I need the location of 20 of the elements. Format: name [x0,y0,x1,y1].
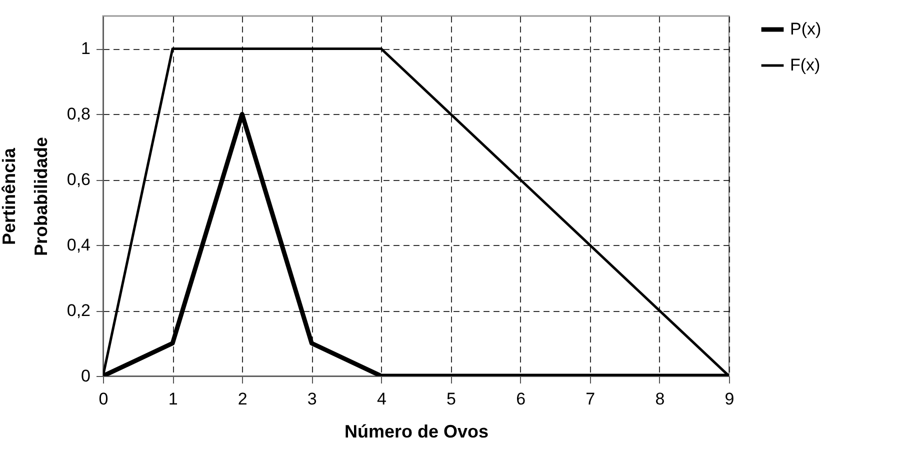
x-tick-label: 2 [238,390,248,408]
x-axis-title: Número de Ovos [344,422,489,442]
y-tick-label: 0,8 [66,104,90,124]
x-tick-label: 6 [516,390,526,408]
y-tick-label: 0,2 [66,301,90,320]
x-tick-label: 4 [376,390,386,408]
x-tick-label: 8 [655,390,665,408]
y-axis-title: Pertinência Probabilidade [0,136,51,256]
legend-label: F(x) [790,56,820,74]
x-tick-label: 1 [168,390,178,408]
legend-label: P(x) [790,20,822,38]
y-tick-label: 0,6 [66,170,90,190]
y-tick-label: 0,4 [66,236,90,255]
x-tick-label: 0 [98,390,108,408]
x-tick-label: 7 [586,390,596,408]
y-tick-label: 1 [81,39,90,58]
x-tick-label: 3 [307,390,317,408]
x-tick-label: 9 [724,390,734,408]
y-tick-label: 0 [81,366,90,386]
x-tick-label: 5 [446,390,456,408]
